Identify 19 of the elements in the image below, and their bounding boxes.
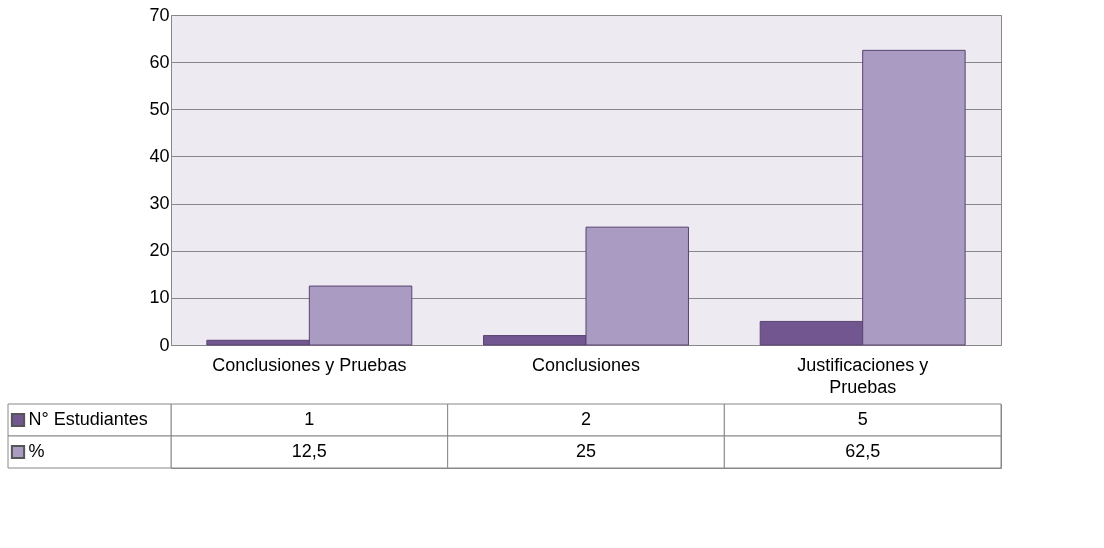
data-label: 2 [580,409,592,429]
y-tick-label: 10 [149,287,170,308]
x-tick-label: Conclusiones [531,354,641,375]
y-tick-label: 60 [149,51,170,72]
y-tick-label: 40 [149,145,170,166]
legend-label: % [28,441,45,461]
data-label: 5 [857,409,868,429]
data-label: 62,5 [845,441,881,461]
data-label: 12,5 [291,441,327,461]
y-tick-label: 70 [149,4,170,25]
x-tick-label: Conclusiones y Pruebas [212,354,407,375]
x-tick-label: Justificaciones y Pruebas [797,354,929,397]
y-tick-label: 30 [149,193,170,214]
y-tick-label: 50 [149,98,170,119]
data-label: 1 [304,409,315,429]
y-tick-label: 20 [149,240,170,261]
y-tick-label: 0 [159,334,170,355]
legend-label: N° Estudiantes [28,409,148,429]
data-label: 25 [575,441,597,461]
